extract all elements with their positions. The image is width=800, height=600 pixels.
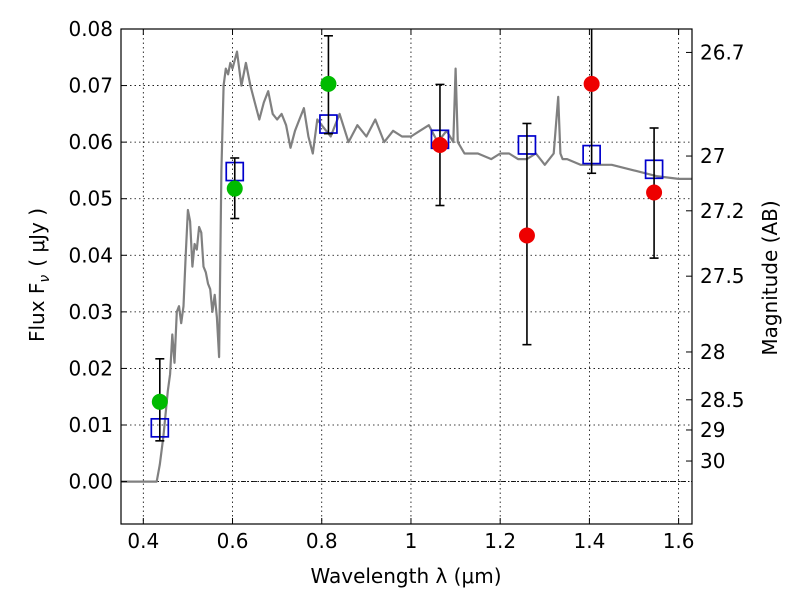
magnitude-tick-label: 27.5 — [700, 264, 745, 288]
x-tick-label: 1 — [405, 529, 418, 553]
observed-point-green — [226, 180, 243, 197]
x-tick-label: 0.6 — [217, 529, 249, 553]
x-tick-label: 0.4 — [127, 529, 159, 553]
y-axis-label-unit: ( μJy ) — [25, 208, 49, 267]
x-tick-label: 1.4 — [573, 529, 605, 553]
magnitude-tick-label: 28.5 — [700, 388, 745, 412]
y-axis-label: Flux Fν ( μJy ) — [25, 208, 53, 342]
right-axis-label: Magnitude (AB) — [758, 200, 782, 355]
magnitude-tick-label: 29 — [700, 418, 725, 442]
observed-point-red — [583, 75, 600, 92]
y-tick-label: 0.04 — [68, 243, 113, 267]
observed-point-red — [518, 227, 535, 244]
tick-layer: 0.4 0.6 0.8 1 1.2 1.4 1.6 0.00 0.01 0.02 0.03 0.04 0… — [68, 17, 744, 553]
y-tick-label: 0.01 — [68, 413, 113, 437]
y-tick-label: 0.03 — [68, 300, 113, 324]
magnitude-tick-label: 28 — [700, 340, 725, 364]
y-axis-label-main: Flux F — [25, 283, 49, 342]
y-tick-label: 0.06 — [68, 130, 113, 154]
x-tick-label: 1.6 — [663, 529, 695, 553]
y-tick-label: 0.05 — [68, 187, 113, 211]
observed-point-green — [151, 393, 168, 410]
y-tick-label: 0.08 — [68, 17, 113, 41]
x-tick-label: 0.8 — [306, 529, 338, 553]
magnitude-tick-label: 30 — [700, 449, 725, 473]
y-tick-label: 0.02 — [68, 356, 113, 380]
observed-point-green — [320, 75, 337, 92]
x-tick-label: 1.2 — [484, 529, 516, 553]
model-spectrum-line — [121, 50, 692, 483]
magnitude-tick-label: 27.2 — [700, 199, 745, 223]
magnitude-tick-label: 26.7 — [700, 40, 745, 64]
y-axis-label-subscript: ν — [37, 275, 53, 283]
x-axis-label: Wavelength λ (μm) — [310, 564, 501, 588]
observed-point-red — [431, 136, 448, 153]
y-tick-label: 0.07 — [68, 74, 113, 98]
data-layer — [121, 29, 692, 483]
observed-point-red — [646, 184, 663, 201]
y-tick-label: 0.00 — [68, 470, 113, 494]
magnitude-tick-label: 27 — [700, 144, 725, 168]
